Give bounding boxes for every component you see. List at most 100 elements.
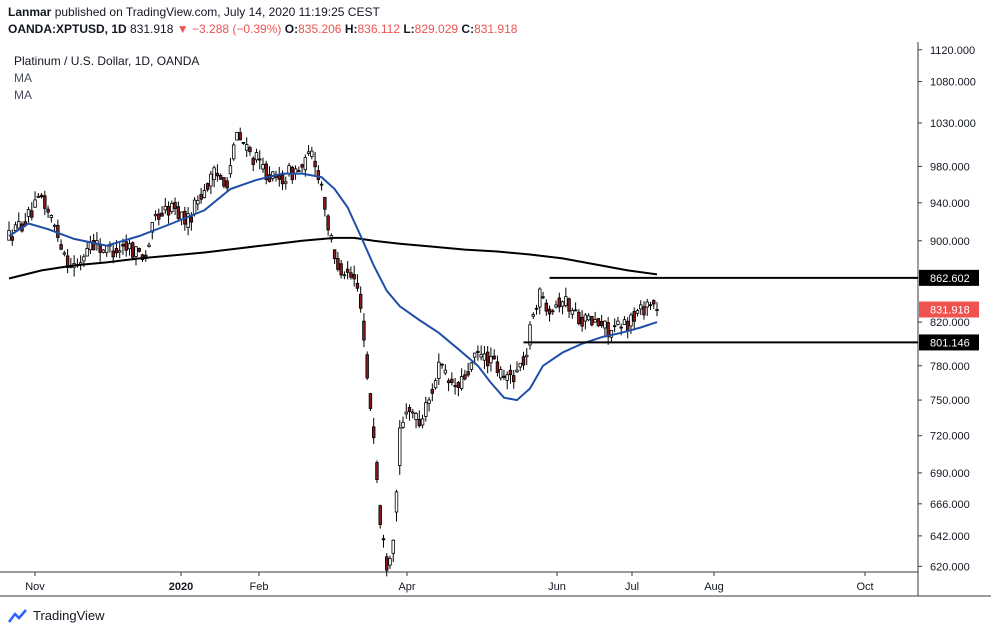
candle-body <box>202 190 207 199</box>
candle-body <box>655 309 659 311</box>
candle-body <box>398 427 402 466</box>
legend-ma-long[interactable]: MA <box>14 88 32 102</box>
candle-body <box>205 183 210 190</box>
candle-body <box>104 245 109 254</box>
candle-body <box>407 407 412 412</box>
publish-info: Lanmar published on TradingView.com, Jul… <box>8 5 380 19</box>
price-level-label-bg <box>919 334 979 351</box>
high-label: H: <box>344 22 358 36</box>
candle-body <box>635 310 640 314</box>
legend-ma-short[interactable]: MA <box>14 71 32 85</box>
candle-body <box>573 309 578 312</box>
y-tick-label: 940.000 <box>930 198 970 210</box>
candle-body <box>62 252 67 255</box>
ma-long-line <box>8 236 658 280</box>
candle-body <box>599 321 604 327</box>
candle-body <box>264 163 268 181</box>
candle-body <box>596 318 601 327</box>
candle-body <box>111 250 115 258</box>
ma-short-line <box>8 172 658 402</box>
candle-body <box>440 363 444 366</box>
candle-body <box>98 244 102 253</box>
candle-body <box>557 297 562 308</box>
symbol-label: OANDA:XPTUSD, 1D <box>8 22 127 36</box>
candle-body <box>456 382 461 388</box>
candle-body <box>498 369 503 379</box>
plot-area <box>0 42 918 572</box>
candle-body <box>469 362 474 370</box>
y-tick-label: 1120.000 <box>930 45 975 57</box>
candle-body <box>531 314 535 317</box>
candle-body <box>639 304 643 310</box>
candle-body <box>261 164 265 170</box>
candle-body <box>215 172 220 177</box>
candle-body <box>368 393 373 409</box>
candle-body <box>189 216 194 223</box>
y-tick-label: 642.000 <box>930 531 970 543</box>
candle-body <box>131 242 135 258</box>
candle-body <box>306 151 311 154</box>
candle-body <box>248 147 252 153</box>
candle-body <box>30 210 34 218</box>
candle-body <box>645 301 649 308</box>
candle-body <box>316 170 321 181</box>
candle-body <box>358 293 363 309</box>
candle-body <box>114 248 119 254</box>
candle-body <box>33 199 37 208</box>
candle-body <box>450 378 454 383</box>
y-tick-label: 900.000 <box>930 236 970 248</box>
candle-body <box>150 222 154 233</box>
candle-body <box>577 311 581 325</box>
candle-body <box>235 132 239 141</box>
x-tick-label: Oct <box>856 581 873 593</box>
candle-body <box>427 399 431 404</box>
tradingview-logo-icon <box>8 608 27 623</box>
candle-body <box>508 369 513 376</box>
candle-body <box>590 316 594 326</box>
candle-body <box>258 158 262 161</box>
candle-body <box>502 375 506 378</box>
y-tick-label: 620.000 <box>930 561 970 573</box>
candle-body <box>10 236 14 241</box>
candle-body <box>225 180 229 189</box>
candle-body <box>176 206 181 219</box>
candle-body <box>52 224 57 227</box>
candle-body <box>173 202 177 209</box>
candle-body <box>505 374 509 381</box>
candle-body <box>199 194 203 200</box>
candle-body <box>648 304 653 307</box>
candle-body <box>479 354 483 358</box>
candle-body <box>300 164 304 168</box>
candle-body <box>391 539 395 554</box>
candle-body <box>417 418 421 427</box>
y-tick-label: 750.000 <box>930 395 970 407</box>
candle-body <box>580 316 584 327</box>
candle-body <box>362 320 366 341</box>
candle-body <box>424 402 428 417</box>
footer-brand[interactable]: TradingView <box>8 608 105 623</box>
candle-body <box>622 319 627 325</box>
candle-body <box>349 272 353 278</box>
candle-body <box>433 380 438 389</box>
candle-body <box>652 300 656 305</box>
candle-body <box>336 257 340 270</box>
candle-body <box>404 411 408 415</box>
candle-body <box>251 157 255 165</box>
candle-body <box>137 247 141 252</box>
candle-body <box>319 183 324 186</box>
ohlc-header: OANDA:XPTUSD, 1D 831.918 ▼ −3.288 (−0.39… <box>8 22 517 36</box>
candle-body <box>489 355 493 364</box>
candle-body <box>284 181 288 184</box>
candle-body <box>147 244 151 247</box>
candle-body <box>365 354 369 379</box>
candle-body <box>528 324 532 346</box>
candle-body <box>355 282 360 289</box>
candle-body <box>554 304 558 308</box>
candle-body <box>459 376 464 389</box>
x-tick-label: Aug <box>704 581 724 593</box>
candle-body <box>121 244 125 247</box>
low-label: L: <box>403 22 415 36</box>
candle-body <box>495 361 500 373</box>
candle-body <box>245 144 249 151</box>
